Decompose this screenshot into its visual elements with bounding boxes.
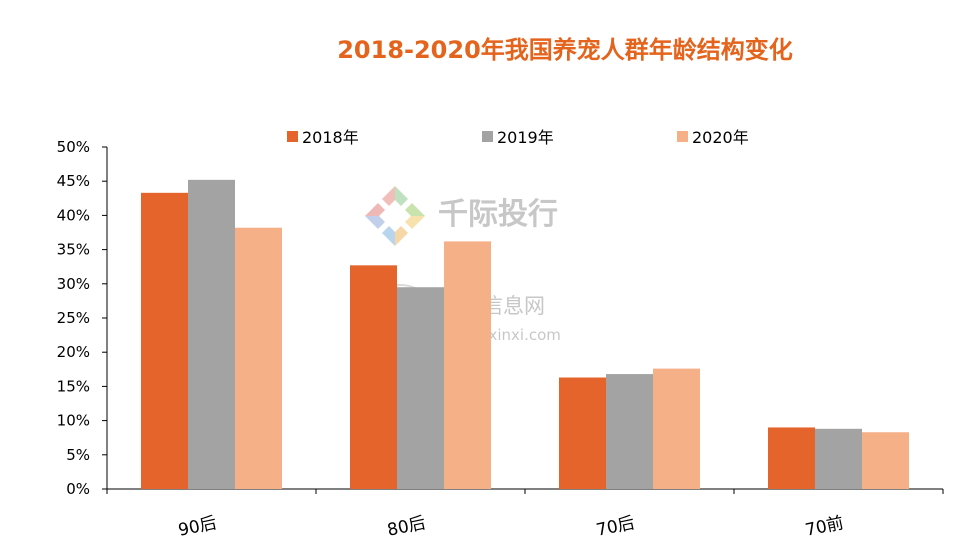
bar-2020年-70后: [653, 368, 700, 489]
bar-2018年-90后: [141, 192, 188, 489]
x-category-label: 80后: [386, 513, 428, 541]
bar-2018年-80后: [350, 265, 397, 489]
watermark-brand: 千际投行: [438, 197, 558, 232]
bar-2019年-70前: [815, 428, 862, 489]
bar-2019年-90后: [188, 179, 235, 489]
x-category-label: 70前: [804, 513, 846, 541]
x-category-label: 90后: [177, 513, 219, 541]
legend-item-2019: 2019年: [482, 124, 554, 148]
bar-2018年-70前: [768, 427, 815, 489]
legend-swatch-2019: [482, 130, 493, 142]
bar-2019年-70后: [606, 374, 653, 489]
bar-2020年-70前: [862, 432, 909, 489]
bar-2020年-90后: [235, 227, 282, 489]
watermark-diamond-logo: [365, 186, 425, 246]
legend-swatch-2018: [287, 130, 298, 142]
axis-labels: 0% 5% 10% 15% 20% 25% 30% 35% 40% 45% 50% 90后 80后 70后…: [57, 138, 846, 541]
y-tick-label: 30%: [57, 275, 90, 293]
y-tick-label: 50%: [57, 138, 90, 156]
y-tick-label: 20%: [57, 343, 90, 361]
bar-2018年-70后: [559, 377, 606, 489]
y-tick-label: 10%: [57, 412, 90, 430]
y-tick-label: 5%: [66, 446, 90, 464]
y-tick-label: 15%: [57, 377, 90, 395]
y-tick-label: 0%: [66, 480, 90, 498]
legend-item-2020: 2020年: [677, 124, 749, 148]
bar-2020年-80后: [444, 241, 491, 489]
y-tick-label: 35%: [57, 241, 90, 259]
bar-2019年-80后: [397, 287, 444, 489]
y-tick-label: 25%: [57, 309, 90, 327]
legend-swatch-2020: [677, 130, 688, 142]
x-category-label: 70后: [595, 513, 637, 541]
y-tick-label: 45%: [57, 172, 90, 190]
legend-label-2018: 2018年: [302, 128, 359, 147]
legend-item-2018: 2018年: [287, 124, 359, 148]
y-tick-label: 40%: [57, 206, 90, 224]
bars: [141, 179, 909, 489]
legend-label-2020: 2020年: [692, 128, 749, 147]
chart-title: 2018-2020年我国养宠人群年龄结构变化: [337, 36, 793, 64]
legend: 2018年 2019年 2020年: [0, 124, 980, 148]
legend-label-2019: 2019年: [497, 128, 554, 147]
